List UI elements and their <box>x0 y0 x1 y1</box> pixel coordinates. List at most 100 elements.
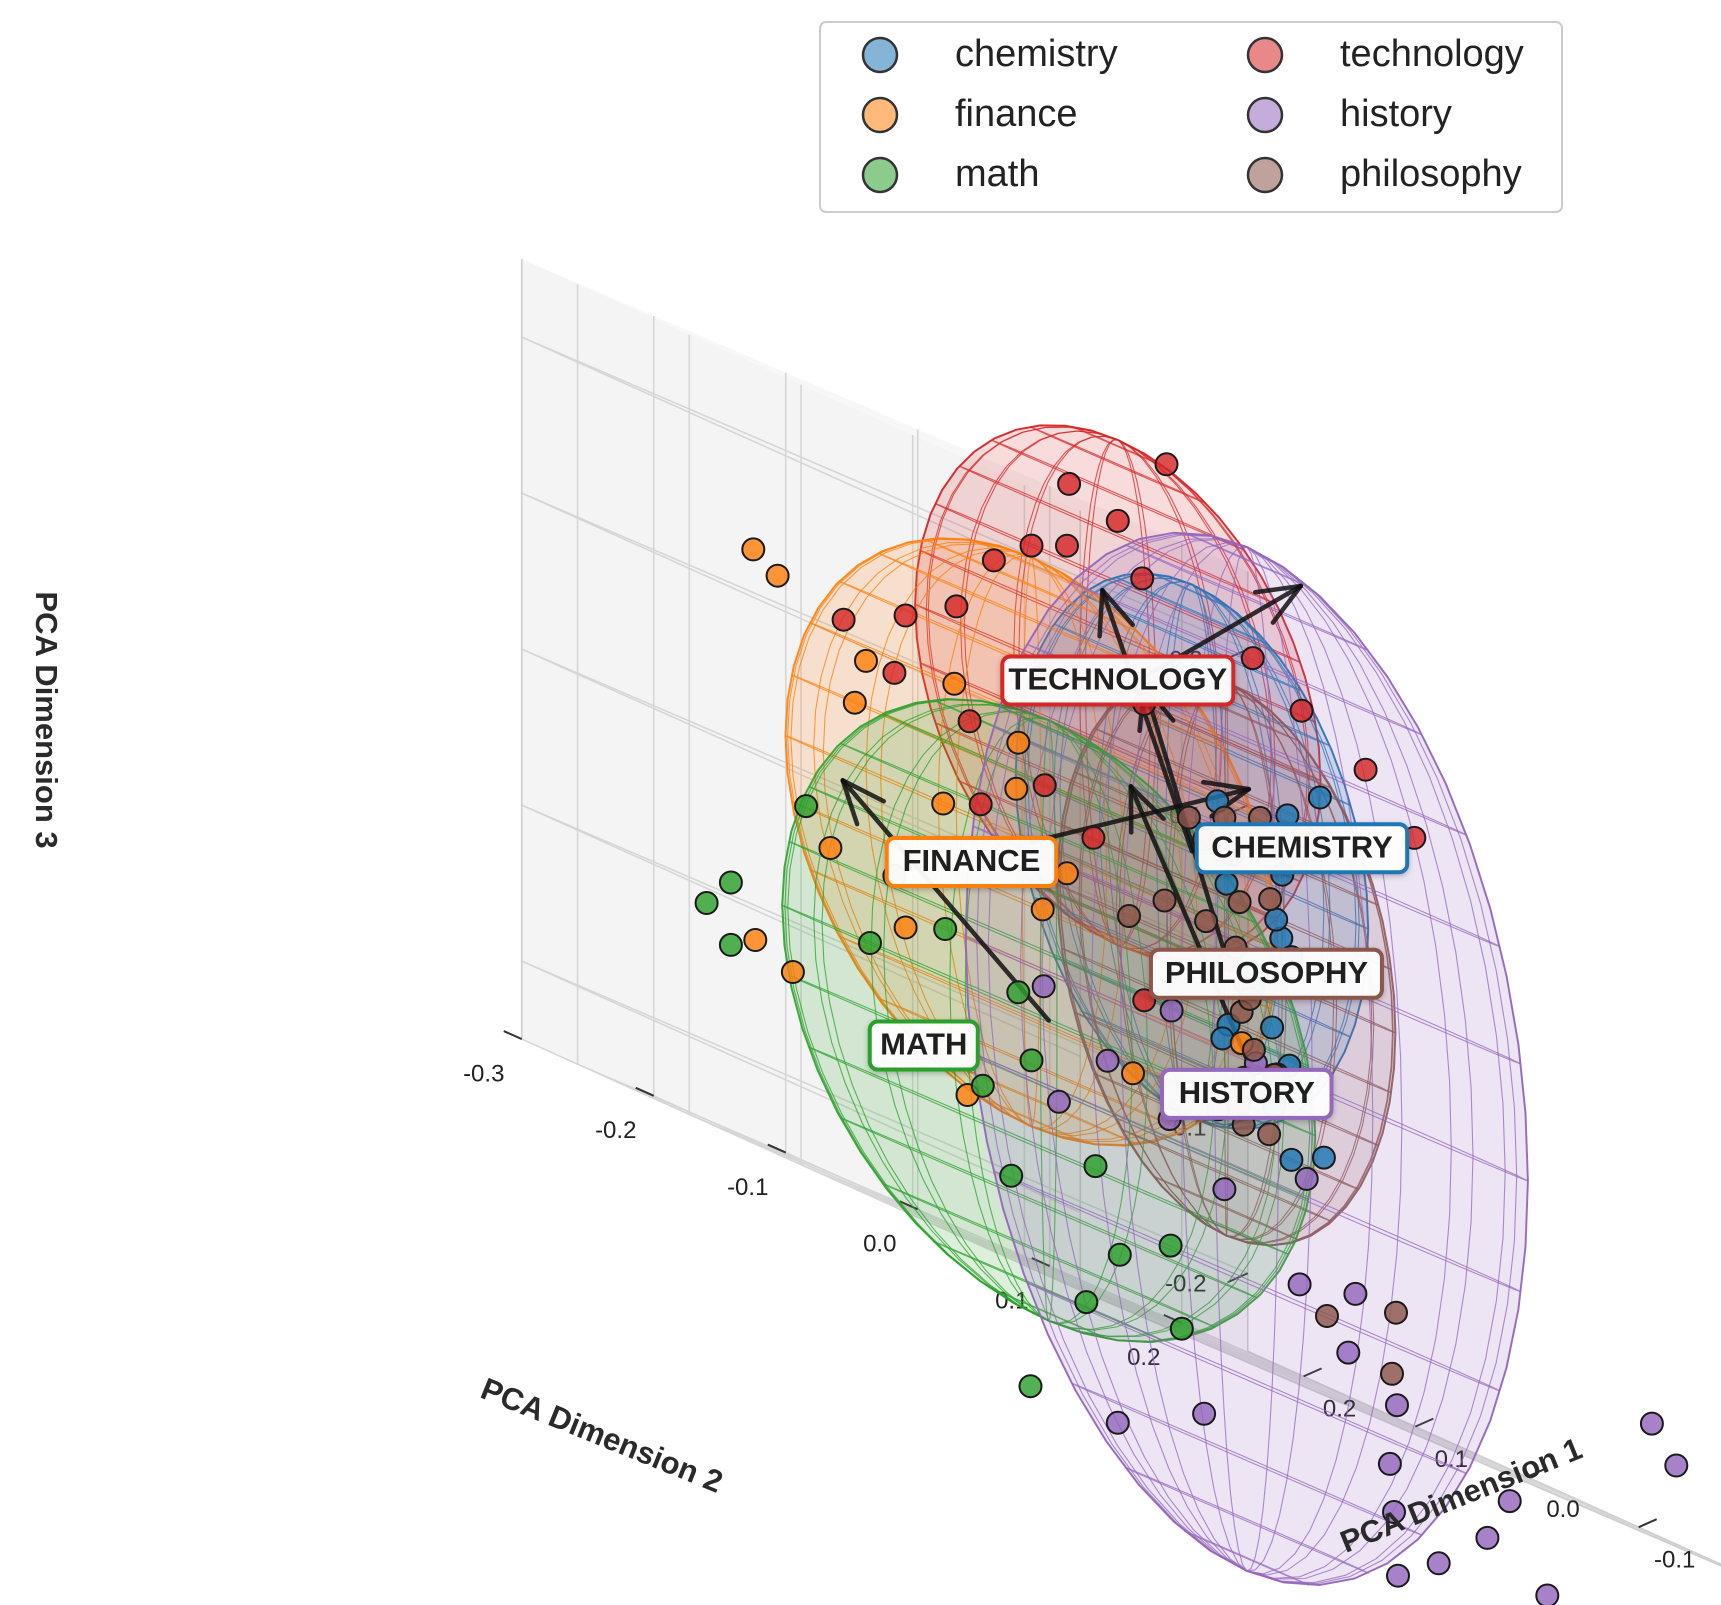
ellipsoid-parallel <box>809 869 1254 1062</box>
legend: chemistry finance math technology history phi… <box>819 21 1563 213</box>
data-point-technology <box>1132 988 1157 1013</box>
legend-entry-finance: finance <box>861 93 1078 135</box>
data-point-math <box>718 870 743 895</box>
y-tick-mark <box>635 1086 655 1097</box>
cluster-labels: CHEMISTRY FINANCE MATH TECHNOLOGY HISTORY PHI… <box>867 654 1410 1120</box>
data-point-history <box>1159 998 1184 1023</box>
data-point-math <box>1107 1242 1132 1267</box>
legend-marker <box>1246 156 1284 194</box>
cluster-label-text: MATH <box>880 1027 967 1062</box>
legend-entry-technology: technology <box>1246 33 1524 75</box>
ellipsoid-parallel <box>1124 1466 1370 1574</box>
legend-entry-history: history <box>1246 93 1452 135</box>
z-tick-label: -0.2 <box>1165 1271 1206 1298</box>
data-point-math <box>1019 1048 1044 1073</box>
data-point-chemistry <box>1260 1015 1285 1040</box>
data-point-history <box>1343 1281 1368 1306</box>
ellipsoid-parallel <box>991 439 1245 551</box>
cluster-label-math: MATH <box>867 1019 980 1072</box>
y-axis-title: PCA Dimension 2 <box>476 1371 728 1500</box>
legend-marker <box>861 156 899 194</box>
data-point-math <box>1083 1154 1108 1179</box>
data-point-finance <box>1055 861 1079 886</box>
data-point-history <box>1287 1272 1312 1297</box>
cluster-label-finance: FINANCE <box>884 835 1059 888</box>
data-point-math <box>933 917 958 941</box>
data-point-history <box>1535 1583 1560 1605</box>
data-point-finance <box>1006 730 1031 755</box>
ellipsoid-parallel <box>882 713 1216 859</box>
ellipsoid-parallel <box>840 742 1258 924</box>
data-point-technology <box>1353 757 1378 782</box>
legend-frame <box>819 21 1563 213</box>
data-point-finance <box>942 671 967 696</box>
legend-label: finance <box>955 93 1078 135</box>
ellipsoid-parallel <box>1026 1282 1467 1475</box>
x-tick-mark <box>1526 1467 1546 1478</box>
data-point-history <box>1046 1089 1071 1114</box>
y-tick-label: -0.2 <box>595 1117 636 1144</box>
ellipsoid-parallel <box>1071 1382 1423 1536</box>
legend-label: chemistry <box>955 33 1118 75</box>
data-point-philosophy <box>1315 1304 1339 1328</box>
data-point-finance <box>818 836 843 860</box>
data-point-history <box>1105 1410 1130 1435</box>
data-point-chemistry <box>1279 1147 1304 1172</box>
ellipsoid-parallel <box>1183 1530 1310 1586</box>
data-point-philosophy <box>1176 805 1201 830</box>
ellipsoid-parallel <box>1124 544 1370 652</box>
data-point-math <box>999 1163 1024 1188</box>
data-point-chemistry <box>1311 1145 1336 1170</box>
x-tick-label: 0.2 <box>1323 1396 1356 1423</box>
ellipsoid-parallel <box>1071 581 1423 736</box>
legend-marker <box>861 96 899 134</box>
legend-marker <box>1246 96 1284 134</box>
x-tick-mark <box>1414 1417 1434 1428</box>
arrow-head <box>1100 588 1136 628</box>
cluster-label-box <box>884 835 1059 888</box>
cluster-label-text: PHILOSOPHY <box>1165 955 1369 990</box>
data-point-finance <box>893 915 918 940</box>
data-point-finance <box>1121 1061 1145 1086</box>
data-point-math <box>1169 1316 1194 1341</box>
grid-line-wall-z-left <box>521 336 1249 650</box>
data-point-philosophy <box>1258 887 1283 912</box>
grid-line-floor-y <box>1181 1322 1721 1567</box>
data-point-history <box>1497 1489 1522 1514</box>
grid-line-floor-y <box>917 1208 1477 1462</box>
data-point-history <box>1212 1177 1237 1202</box>
data-point-history <box>1336 1340 1361 1365</box>
data-point-history <box>1386 1563 1410 1588</box>
data-point-history <box>1382 1500 1406 1524</box>
y-tick-mark <box>503 1030 523 1040</box>
grid-line-wall-z-right <box>521 960 1081 1214</box>
series-finance <box>741 537 1316 1107</box>
data-point-math <box>1006 980 1031 1005</box>
data-point-technology <box>893 603 918 628</box>
cluster-label-technology: TECHNOLOGY <box>1000 654 1236 707</box>
data-point-history <box>1664 1453 1689 1478</box>
y-tick-label: 0.0 <box>863 1231 896 1258</box>
data-point-finance <box>765 563 790 588</box>
ellipsoid-parallel <box>989 1287 1109 1340</box>
z-tick-mark <box>1227 1272 1249 1284</box>
legend-marker <box>861 36 899 74</box>
ellipsoid-parallel <box>1026 643 1467 836</box>
cluster-label-philosophy: PHILOSOPHY <box>1148 947 1384 1000</box>
cluster-label-box <box>1194 822 1410 875</box>
data-point-technology <box>831 607 856 632</box>
x-tick-label: -0.1 <box>1654 1547 1695 1574</box>
data-point-finance <box>842 690 867 715</box>
data-point-technology <box>1105 508 1130 533</box>
cluster-label-text: HISTORY <box>1179 1075 1315 1110</box>
data-point-philosophy <box>1380 1361 1404 1386</box>
data-point-technology <box>1154 452 1179 477</box>
ellipsoid-parallel <box>1081 593 1303 692</box>
data-point-technology <box>1019 533 1044 558</box>
data-point-philosophy <box>1227 890 1252 915</box>
grid-line-floor-y <box>521 1038 1081 1292</box>
grid-line-floor-y <box>785 1151 1345 1405</box>
ellipsoid-parallel <box>1115 576 1269 646</box>
